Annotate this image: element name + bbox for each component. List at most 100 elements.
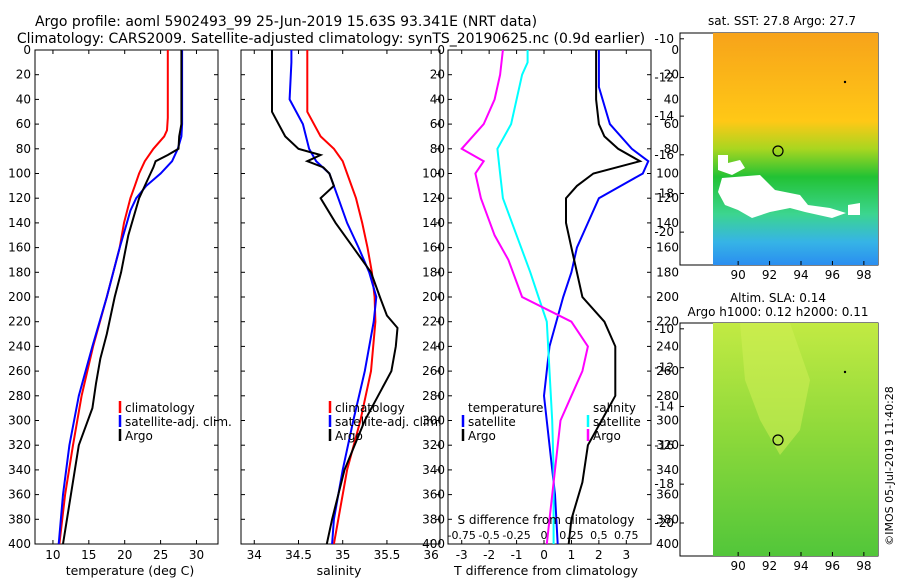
difference-x-label: T difference from climatology [453, 563, 639, 578]
x-tick-label: -3 [456, 548, 468, 562]
salinity-panel-frame [240, 49, 441, 545]
y-tick-label: 0 [437, 43, 445, 57]
lat-tick-label: -18 [654, 186, 674, 200]
y-tick-label: 400 [422, 537, 445, 551]
legend-satellite-label: satellite-adj. clim. [125, 415, 232, 429]
y-tick-label-right: 120 [656, 191, 679, 205]
figure-title-line2: Climatology: CARS2009. Satellite-adjuste… [17, 31, 645, 47]
sst-map [679, 32, 879, 266]
island-marker [843, 80, 847, 84]
lon-tick-label: 96 [825, 268, 840, 282]
lat-tick-label: -16 [654, 148, 674, 162]
y-tick-label: 160 [8, 241, 31, 255]
x-tick-label: 36 [424, 548, 439, 562]
y-tick-label: 360 [422, 488, 445, 502]
y-tick-label: 280 [8, 389, 31, 403]
lon-tick-label: 96 [825, 559, 840, 573]
series-line-climatology [306, 50, 377, 544]
y-tick-label: 260 [422, 364, 445, 378]
y-tick-label: 60 [16, 117, 31, 131]
y-tick-label: 300 [422, 414, 445, 428]
y-tick-label: 160 [422, 241, 445, 255]
lat-tick-label: -10 [654, 322, 674, 336]
y-tick-label: 140 [8, 216, 31, 230]
top-x-tick-label: 0.25 [559, 529, 584, 542]
y-tick-label: 80 [16, 142, 31, 156]
y-tick-label: 340 [8, 463, 31, 477]
sst-field [713, 33, 878, 265]
x-tick-label: 30 [189, 548, 204, 562]
lat-tick-label: -20 [654, 516, 674, 530]
y-tick-label: 320 [422, 438, 445, 452]
x-tick-label: 34 [247, 548, 262, 562]
y-tick-label-right: 240 [656, 339, 679, 353]
y-tick-label-right: 100 [656, 167, 679, 181]
x-tick-label: 3 [622, 548, 630, 562]
y-tick-label: 220 [8, 315, 31, 329]
lon-tick-label: 94 [793, 268, 808, 282]
series-line-climatology [58, 50, 169, 544]
x-tick-label: 34.5 [285, 548, 312, 562]
lon-tick-label: 90 [731, 559, 746, 573]
argo-location-marker [772, 145, 784, 157]
legend-salinity-header: salinity [593, 401, 636, 415]
y-tick-label-right: 260 [656, 364, 679, 378]
lat-tick-label: -14 [654, 109, 674, 123]
y-tick-label-right: 60 [664, 117, 679, 131]
legend-t-argo-label: Argo [468, 429, 496, 443]
lat-tick-label: -12 [654, 361, 674, 375]
top-x-tick-label: -0.75 [447, 529, 475, 542]
y-tick-label: 400 [8, 537, 31, 551]
y-tick-label: 180 [8, 265, 31, 279]
y-tick-label: 120 [422, 191, 445, 205]
temperature-legend: climatology satellite-adj. clim. Argo [118, 401, 232, 443]
sst-map-title: sat. SST: 27.8 Argo: 27.7 [708, 14, 856, 28]
x-tick-label: 35 [335, 548, 350, 562]
legend-climatology-label: climatology [335, 401, 405, 415]
lat-tick-label: -14 [654, 399, 674, 413]
top-x-tick-label: -0.5 [478, 529, 499, 542]
y-tick-label: 140 [422, 216, 445, 230]
salinity-legend: climatology satellite-adj. clim. Argo [328, 401, 442, 443]
y-tick-label: 260 [8, 364, 31, 378]
salinity-x-label: salinity [317, 563, 362, 578]
top-x-tick-label: 0 [541, 529, 548, 542]
series-line-satellite-adj-clim- [288, 50, 378, 544]
y-tick-label: 100 [8, 167, 31, 181]
series-line-t-satellite [542, 50, 650, 544]
top-x-tick-label: 0.75 [614, 529, 639, 542]
y-tick-label: 80 [430, 142, 445, 156]
y-tick-label: 280 [422, 389, 445, 403]
series-line-t-argo [565, 50, 643, 544]
y-tick-label-right: 140 [656, 216, 679, 230]
legend-climatology-label: climatology [125, 401, 195, 415]
y-tick-label: 340 [422, 463, 445, 477]
legend-s-satellite-label: satellite [593, 415, 641, 429]
sla-map [679, 322, 879, 557]
x-tick-label: 35.5 [374, 548, 401, 562]
lon-tick-label: 92 [762, 268, 777, 282]
difference-panel-frame [447, 49, 652, 545]
legend-s-argo-label: Argo [593, 429, 621, 443]
series-line-argo [62, 50, 183, 544]
lat-tick-label: -18 [654, 477, 674, 491]
lat-tick-label: -16 [654, 438, 674, 452]
lat-tick-label: -20 [654, 225, 674, 239]
y-tick-label-right: 180 [656, 265, 679, 279]
y-tick-label: 380 [422, 512, 445, 526]
imos-credit: ©IMOS 05-Jul-2019 11:40:28 [883, 386, 896, 546]
x-tick-label: -2 [483, 548, 495, 562]
x-tick-label: 0 [540, 548, 548, 562]
sst-map-ticks: -10 -12 -14 -16 -18 -20 90 92 94 96 98 [654, 32, 871, 282]
lon-tick-label: 92 [762, 559, 777, 573]
legend-t-satellite-label: satellite [468, 415, 516, 429]
sla-map-ticks: -10 -12 -14 -16 -18 -20 90 92 94 96 98 [654, 322, 871, 573]
island-marker [843, 370, 847, 374]
y-tick-label-right: 400 [656, 537, 679, 551]
chart-layer: 0204060801001201401601802002202402602803… [8, 43, 679, 562]
y-tick-label: 180 [422, 265, 445, 279]
top-x-tick-label: -0.25 [502, 529, 530, 542]
y-tick-label: 380 [8, 512, 31, 526]
x-tick-label: 25 [153, 548, 168, 562]
sst-land-mask [718, 155, 860, 218]
